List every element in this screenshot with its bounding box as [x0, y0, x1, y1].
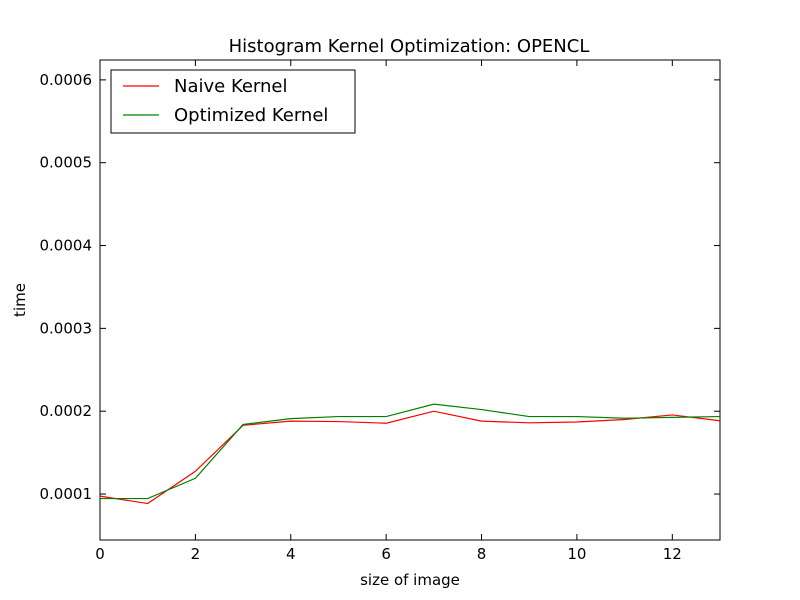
y-tick-label: 0.0002: [40, 402, 93, 420]
chart-title: Histogram Kernel Optimization: OPENCL: [229, 36, 590, 57]
series-line-naive-kernel: [99, 410, 721, 505]
x-tick-label: 8: [477, 545, 487, 563]
x-tick-label: 6: [381, 545, 391, 563]
series-layer: [99, 403, 721, 505]
y-tick-label: 0.0004: [40, 237, 93, 255]
legend-box: [110, 69, 356, 134]
legend-label-optimized-kernel: Optimized Kernel: [174, 105, 328, 126]
legend-label-naive-kernel: Naive Kernel: [174, 76, 288, 97]
y-tick-label: 0.0005: [40, 154, 93, 172]
legend: Naive Kernel Optimized Kernel: [110, 69, 356, 134]
x-tick-label: 4: [286, 545, 296, 563]
series-line-optimized-kernel: [100, 403, 721, 500]
y-tick-label: 0.0006: [40, 71, 93, 89]
y-tick-label: 0.0001: [40, 485, 93, 503]
x-tick-label: 2: [191, 545, 201, 563]
y-tick-label: 0.0003: [40, 319, 93, 337]
x-axis-label: size of image: [360, 571, 460, 589]
plot-border: [99, 59, 721, 541]
x-axis: 0 2 4 6 8 10 12: [95, 60, 682, 563]
y-axis: 0.0001 0.0002 0.0003 0.0004 0.0005 0.0006: [40, 71, 720, 503]
x-tick-label: 0: [95, 545, 105, 563]
plot-area: [99, 59, 721, 541]
y-axis-label: time: [11, 283, 29, 317]
x-tick-label: 10: [567, 545, 586, 563]
x-tick-label: 12: [663, 545, 682, 563]
